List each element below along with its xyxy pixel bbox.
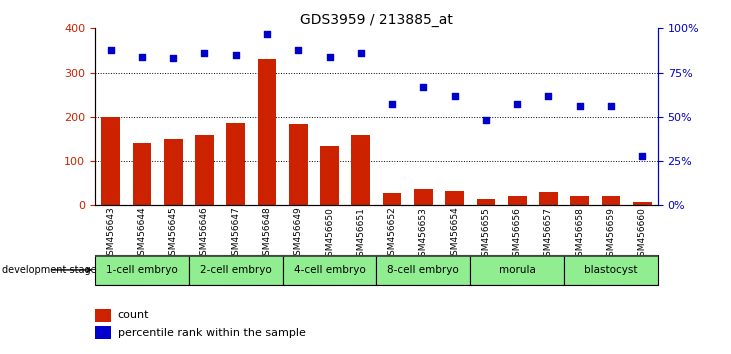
Bar	[164, 139, 183, 205]
Point	[386, 102, 398, 107]
Point	[512, 102, 523, 107]
Point	[199, 50, 211, 56]
Bar	[508, 195, 526, 205]
Text: 4-cell embryo: 4-cell embryo	[294, 265, 366, 275]
Bar	[470, 255, 564, 285]
Bar	[320, 147, 339, 205]
Bar	[570, 195, 589, 205]
Point	[449, 93, 461, 98]
Bar	[633, 202, 651, 205]
Bar	[376, 255, 470, 285]
Bar	[195, 135, 214, 205]
Point	[637, 153, 648, 159]
Point	[105, 47, 116, 52]
Bar	[564, 255, 658, 285]
Bar	[383, 193, 401, 205]
Point	[230, 52, 241, 58]
Bar	[227, 124, 245, 205]
Point	[292, 47, 304, 52]
Bar	[539, 192, 558, 205]
Title: GDS3959 / 213885_at: GDS3959 / 213885_at	[300, 13, 453, 27]
Point	[355, 50, 367, 56]
Bar	[445, 191, 464, 205]
Bar	[352, 135, 370, 205]
Point	[542, 93, 554, 98]
Text: 1-cell embryo: 1-cell embryo	[106, 265, 178, 275]
Text: blastocyst: blastocyst	[584, 265, 637, 275]
Bar	[95, 255, 189, 285]
Bar	[477, 199, 496, 205]
Point	[167, 56, 179, 61]
Bar	[289, 124, 308, 205]
Bar	[132, 143, 151, 205]
Bar	[602, 195, 621, 205]
Text: count: count	[118, 310, 149, 320]
Text: 2-cell embryo: 2-cell embryo	[200, 265, 272, 275]
Bar	[414, 189, 433, 205]
Bar	[257, 59, 276, 205]
Bar	[95, 309, 111, 321]
Point	[574, 103, 586, 109]
Text: morula: morula	[499, 265, 536, 275]
Point	[480, 118, 492, 123]
Point	[261, 31, 273, 36]
Text: development stage: development stage	[2, 265, 96, 275]
Point	[417, 84, 429, 90]
Bar	[283, 255, 376, 285]
Point	[324, 54, 336, 59]
Text: percentile rank within the sample: percentile rank within the sample	[118, 328, 306, 338]
Bar	[95, 326, 111, 339]
Bar	[189, 255, 283, 285]
Point	[136, 54, 148, 59]
Point	[605, 103, 617, 109]
Bar	[102, 117, 120, 205]
Text: 8-cell embryo: 8-cell embryo	[387, 265, 459, 275]
